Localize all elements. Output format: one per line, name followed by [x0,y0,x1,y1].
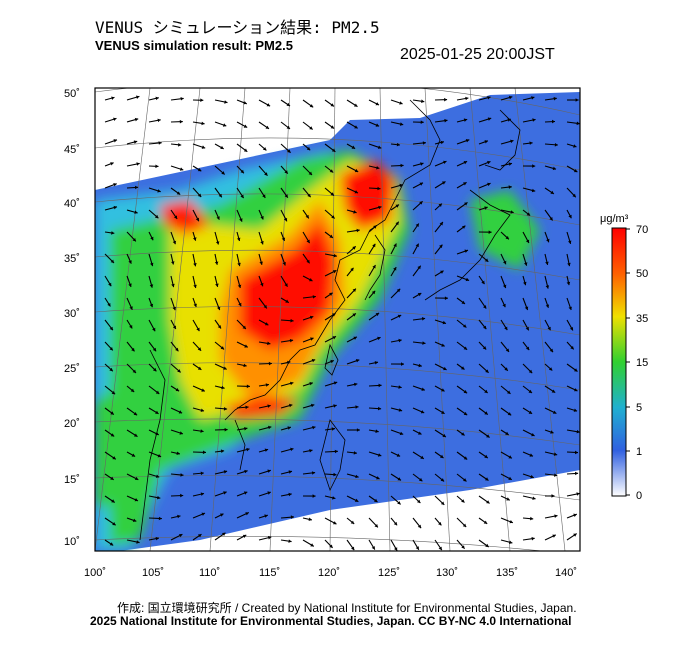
lat-tick-labels: 50˚ 45˚ 40˚ 35˚ 30˚ 25˚ 20˚ 15˚ 10˚ [64,88,80,548]
credit-line-2: 2025 National Institute for Environmenta… [90,614,572,628]
lat-tick-30: 30˚ [64,308,80,320]
colorbar-gradient [611,227,627,497]
lat-tick-50: 50˚ [64,88,80,100]
pm25-field [95,150,540,551]
lat-tick-10: 10˚ [64,536,80,548]
lat-tick-20: 20˚ [64,418,80,430]
lon-tick-140: 140˚ [555,567,577,579]
map-frame [94,87,581,552]
title-english: VENUS simulation result: PM2.5 [95,38,293,53]
credit-line-1: 作成: 国立環境研究所 / Created by National Instit… [117,601,577,615]
coastlines [139,99,521,541]
lon-tick-130: 130˚ [436,567,458,579]
lat-tick-35: 35˚ [64,253,80,265]
colorbar-label-50: 50 [636,268,648,280]
colorbar-label-70: 70 [636,224,648,236]
lon-tick-labels: 100˚ 105˚ 110˚ 115˚ 120˚ 125˚ 130˚ 135˚ … [84,567,577,579]
lon-tick-110: 110˚ [199,567,220,579]
lat-tick-25: 25˚ [64,363,80,375]
colorbar: μg/m³ 70 50 35 15 5 1 0 [600,213,648,502]
lon-tick-105: 105˚ [142,567,164,579]
colorbar-label-35: 35 [636,313,648,325]
colorbar-label-0: 0 [636,490,642,502]
lat-tick-15: 15˚ [64,474,80,486]
lon-tick-100: 100˚ [84,567,106,579]
title-japanese: VENUS シミュレーション結果: PM2.5 [95,18,380,37]
colorbar-unit: μg/m³ [600,213,629,225]
colorbar-label-5: 5 [636,402,642,414]
wind-vectors [104,95,580,551]
lat-tick-40: 40˚ [64,198,80,210]
lon-tick-115: 115˚ [259,567,280,579]
lat-tick-45: 45˚ [64,144,80,156]
lon-tick-120: 120˚ [318,567,340,579]
timestamp: 2025-01-25 20:00JST [400,46,555,63]
lon-tick-125: 125˚ [378,567,400,579]
lon-tick-135: 135˚ [496,567,518,579]
colorbar-label-15: 15 [636,357,648,369]
colorbar-label-1: 1 [636,446,642,458]
